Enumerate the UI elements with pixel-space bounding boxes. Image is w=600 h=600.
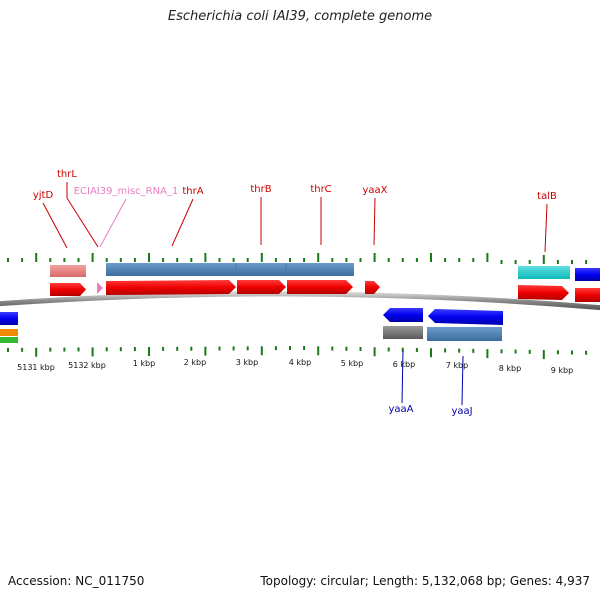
upper-feature-track — [50, 263, 600, 281]
gene-arrow-next — [575, 288, 600, 302]
tick-row-bottom — [7, 346, 588, 360]
scale-label: 9 kbp — [551, 366, 573, 375]
gene-arrow-yaaX — [365, 281, 380, 294]
gene-label-eciai39_misc_rna_1: ECIAI39_misc_RNA_1 — [74, 186, 179, 197]
gene-arrow-misc-rna — [97, 282, 103, 294]
scale-label: 1 kbp — [133, 359, 155, 368]
gene-arrow-thrB — [237, 280, 286, 294]
gene-leader-line — [66, 182, 99, 248]
gene-arrow-yaaJ — [428, 309, 503, 325]
gene-arrow-left-edge — [0, 312, 18, 325]
scale-label: 5 kbp — [341, 359, 363, 368]
scale-label: 4 kbp — [289, 358, 311, 367]
gene-arrow-yaaA — [383, 308, 423, 322]
gene-label-yaaa: yaaA — [388, 404, 413, 415]
gene-label-thrb: thrB — [250, 184, 271, 195]
bottom-gene-labels: yaaA yaaJ — [388, 350, 473, 417]
gene-arrow-yjtD — [50, 283, 86, 296]
feature-bar-blue — [575, 268, 600, 281]
gene-leader-line — [373, 197, 376, 246]
reverse-gene-track — [0, 308, 503, 343]
feature-bar-grey — [383, 326, 423, 339]
scale-label: 3 kbp — [236, 358, 258, 367]
gene-label-yjtd: yjtD — [33, 190, 54, 201]
feature-bar-salmon — [50, 265, 86, 277]
scale-label: 5132 kbp — [68, 361, 106, 370]
feature-bar-steel — [106, 263, 354, 276]
gene-leader-line — [42, 202, 68, 249]
scale-label: 6 kbp — [393, 360, 415, 369]
genome-backbone — [0, 291, 600, 311]
gene-leader-line — [99, 198, 127, 248]
gene-label-talb: talB — [537, 191, 557, 202]
gene-leader-line — [171, 198, 194, 247]
scale-label: 7 kbp — [446, 361, 468, 370]
feature-bar-orange — [0, 329, 18, 336]
gene-label-yaax: yaaX — [362, 185, 387, 196]
scale-label: 2 kbp — [184, 358, 206, 367]
scale-label: 8 kbp — [499, 364, 521, 373]
gene-label-yaaj: yaaJ — [451, 406, 472, 417]
forward-gene-track — [50, 280, 600, 302]
gene-arrow-talB — [518, 285, 569, 300]
gene-leader-line — [401, 350, 404, 404]
map-title: Escherichia coli IAI39, complete genome — [167, 9, 433, 24]
feature-bar-cyan — [518, 266, 570, 279]
gene-label-thra: thrA — [182, 186, 203, 197]
gene-leader-line — [544, 203, 548, 253]
tick-row-top — [7, 253, 588, 264]
gene-leader-line — [461, 355, 464, 406]
gene-label-thrl: thrL — [57, 169, 77, 180]
scale-label: 5131 kbp — [17, 363, 55, 372]
scale-labels: 5131 kbp 5132 kbp 1 kbp 2 kbp 3 kbp 4 kbp 5 kb… — [17, 358, 573, 375]
genome-summary-text: Topology: circular; Length: 5,132,068 bp… — [260, 574, 590, 588]
gene-arrow-thrA — [106, 280, 236, 295]
feature-bar-steel-lower — [427, 327, 502, 341]
accession-text: Accession: NC_011750 — [8, 574, 145, 588]
gene-arrow-thrC — [287, 280, 353, 294]
gene-label-thrc: thrC — [310, 184, 331, 195]
feature-bar-green — [0, 337, 18, 343]
